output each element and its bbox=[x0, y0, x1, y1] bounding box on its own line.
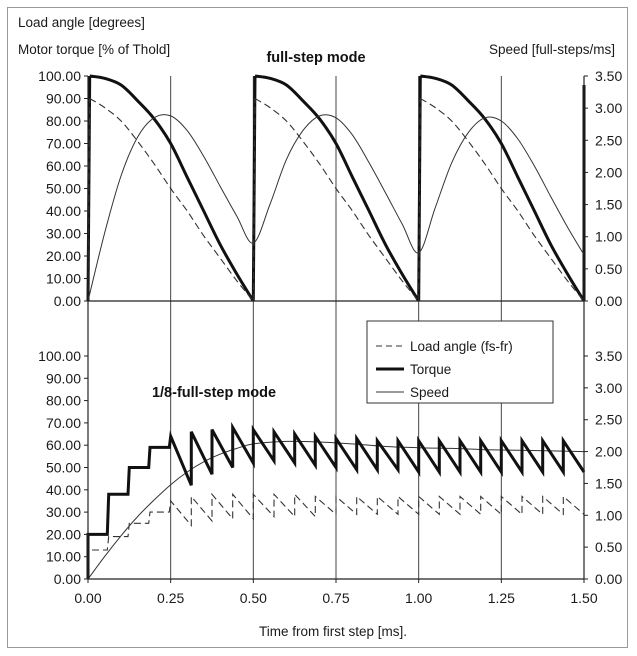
top-right-tick-label: 2.50 bbox=[595, 132, 622, 148]
legend-label-speed: Speed bbox=[410, 385, 449, 400]
bottom-left-tick-label: 40.00 bbox=[46, 482, 81, 498]
top-left-tick-label: 10.00 bbox=[46, 271, 81, 287]
top-left-tick-label: 100.00 bbox=[38, 68, 81, 84]
bottom-line-load-angle-fs-fr bbox=[87, 492, 585, 579]
bottom-left-tick-label: 20.00 bbox=[46, 526, 81, 542]
top-right-tick-label: 2.00 bbox=[595, 164, 622, 180]
bottom-left-tick-label: 10.00 bbox=[46, 549, 81, 565]
top-right-tick-label: 3.50 bbox=[595, 68, 622, 84]
legend-box bbox=[366, 320, 554, 404]
top-series-speed bbox=[87, 114, 585, 302]
bottom-series-load-angle-fs-fr bbox=[87, 492, 585, 579]
top-chart-title: full-step mode bbox=[266, 50, 365, 66]
top-ylabel-right: Speed [full-steps/ms] bbox=[489, 42, 615, 57]
top-ylabel-left-2: Motor torque [% of Thold] bbox=[18, 42, 170, 57]
top-left-tick-label: 60.00 bbox=[46, 158, 81, 174]
x-tick-label: 0.50 bbox=[240, 590, 267, 606]
x-tick-label: 0.75 bbox=[322, 590, 349, 606]
top-left-tick-label: 40.00 bbox=[46, 203, 81, 219]
bottom-left-tick-label: 100.00 bbox=[38, 348, 81, 364]
legend-label-load-angle: Load angle (fs-fr) bbox=[410, 339, 513, 354]
legend-label-torque: Torque bbox=[410, 362, 451, 377]
bottom-right-tick-label: 3.50 bbox=[595, 348, 622, 364]
bottom-right-tick-label: 2.50 bbox=[595, 412, 622, 428]
x-tick-label: 1.00 bbox=[405, 590, 432, 606]
bottom-right-tick-label: 3.00 bbox=[595, 380, 622, 396]
top-right-tick-label: 3.00 bbox=[595, 100, 622, 116]
top-right-tick-label: 1.00 bbox=[595, 229, 622, 245]
bottom-right-tick-label: 1.50 bbox=[595, 475, 622, 491]
top-right-tick-label: 0.00 bbox=[595, 293, 622, 309]
x-tick-label: 1.25 bbox=[488, 590, 515, 606]
x-tick-label: 0.25 bbox=[157, 590, 184, 606]
bottom-left-tick-label: 0.00 bbox=[54, 571, 81, 587]
top-ylabel-left-1: Load angle [degrees] bbox=[18, 15, 145, 30]
x-tick-label: 0.00 bbox=[74, 590, 101, 606]
top-line-load-angle-fs-fr bbox=[87, 98, 585, 302]
top-series-load-angle-fs-fr bbox=[87, 98, 585, 302]
bottom-left-tick-label: 30.00 bbox=[46, 504, 81, 520]
x-axis-label: Time from first step [ms]. bbox=[259, 624, 407, 639]
bottom-chart-title: 1/8-full-step mode bbox=[152, 385, 276, 401]
top-left-tick-label: 0.00 bbox=[54, 293, 81, 309]
bottom-left-tick-label: 90.00 bbox=[46, 370, 81, 386]
bottom-right-tick-label: 1.00 bbox=[595, 507, 622, 523]
legend: Load angle (fs-fr) Torque Speed bbox=[366, 320, 554, 404]
top-left-tick-label: 50.00 bbox=[46, 181, 81, 197]
top-left-tick-label: 20.00 bbox=[46, 248, 81, 264]
bottom-right-tick-label: 0.50 bbox=[595, 539, 622, 555]
x-tick-label: 1.50 bbox=[570, 590, 597, 606]
top-line-speed bbox=[87, 114, 585, 302]
top-left-tick-label: 80.00 bbox=[46, 113, 81, 129]
bottom-left-tick-label: 70.00 bbox=[46, 415, 81, 431]
bottom-right-tick-label: 0.00 bbox=[595, 571, 622, 587]
bottom-left-tick-label: 80.00 bbox=[46, 393, 81, 409]
bottom-left-tick-label: 60.00 bbox=[46, 437, 81, 453]
bottom-series-torque bbox=[86, 421, 586, 579]
bottom-left-tick-label: 50.00 bbox=[46, 460, 81, 476]
top-left-tick-label: 30.00 bbox=[46, 226, 81, 242]
top-left-tick-label: 90.00 bbox=[46, 91, 81, 107]
bottom-right-tick-label: 2.00 bbox=[595, 444, 622, 460]
top-right-tick-label: 1.50 bbox=[595, 197, 622, 213]
top-left-tick-label: 70.00 bbox=[46, 136, 81, 152]
top-right-tick-label: 0.50 bbox=[595, 261, 622, 277]
bottom-line-torque bbox=[86, 421, 586, 579]
